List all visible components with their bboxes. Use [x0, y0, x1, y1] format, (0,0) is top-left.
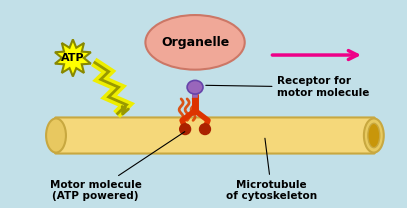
- Circle shape: [179, 124, 190, 135]
- Polygon shape: [55, 40, 91, 77]
- FancyBboxPatch shape: [55, 118, 375, 154]
- Text: ATP: ATP: [61, 53, 85, 63]
- Ellipse shape: [145, 15, 245, 70]
- Ellipse shape: [368, 123, 380, 148]
- Circle shape: [199, 124, 210, 135]
- Text: Organelle: Organelle: [161, 36, 229, 49]
- Text: Motor molecule
(ATP powered): Motor molecule (ATP powered): [50, 132, 185, 202]
- Ellipse shape: [187, 80, 203, 94]
- Text: Receptor for
motor molecule: Receptor for motor molecule: [206, 76, 370, 98]
- Ellipse shape: [364, 118, 384, 152]
- Ellipse shape: [46, 118, 66, 152]
- Text: Microtubule
of cytoskeleton: Microtubule of cytoskeleton: [226, 138, 317, 202]
